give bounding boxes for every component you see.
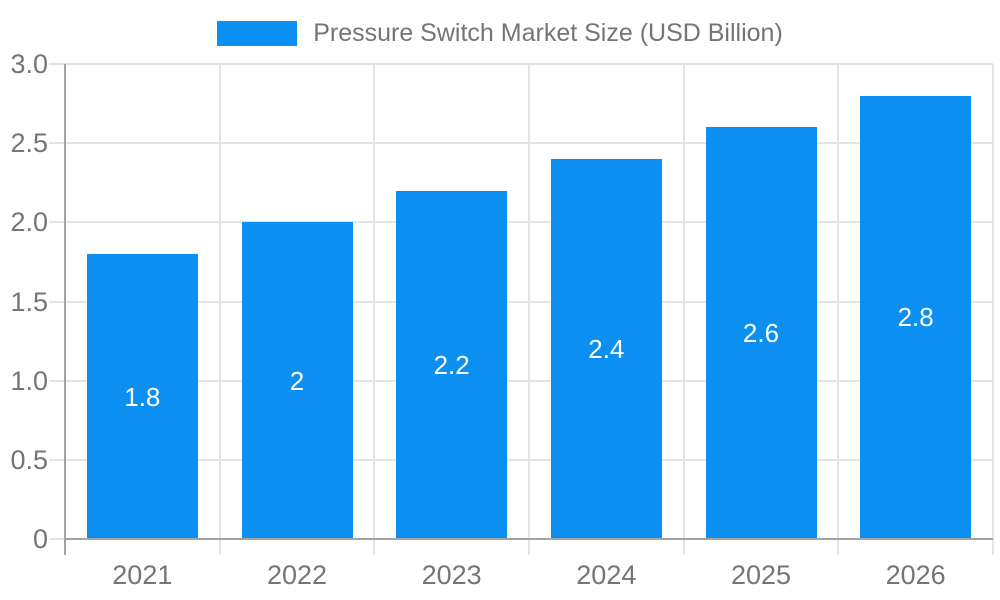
x-gridline xyxy=(528,64,530,555)
y-axis-tick-label: 3.0 xyxy=(10,49,48,79)
bar-value-label: 2 xyxy=(289,365,305,396)
bar-2026[interactable]: 2.8 xyxy=(860,95,972,539)
bar-2021[interactable]: 1.8 xyxy=(86,254,198,539)
y-axis-tick-label: 2.5 xyxy=(10,128,48,159)
y-axis-tick-label: 2.0 xyxy=(10,207,48,238)
plot-area: 1.8 2 2.2 2.4 2.6 2.8 xyxy=(49,63,994,555)
x-axis-label-2025: 2025 xyxy=(730,560,792,590)
y-gridline xyxy=(49,221,993,224)
x-axis-label-2022: 2022 xyxy=(266,560,328,590)
y-gridline xyxy=(49,300,993,303)
plot-right-border xyxy=(992,64,994,555)
legend: Pressure Switch Market Size (USD Billion… xyxy=(0,16,1000,50)
x-gridline xyxy=(682,64,685,555)
bar-2025[interactable]: 2.6 xyxy=(705,127,817,539)
y-axis-tick-label: 0 xyxy=(32,524,48,554)
x-axis-label-2021: 2021 xyxy=(112,560,173,590)
x-axis-label-2026: 2026 xyxy=(885,560,946,590)
bar-2022[interactable]: 2 xyxy=(241,222,353,539)
bar-value-label: 2.8 xyxy=(897,302,934,333)
x-gridline xyxy=(218,64,221,555)
bar-value-label: 2.6 xyxy=(742,318,780,349)
x-gridline xyxy=(837,64,840,555)
bar-value-label: 2.4 xyxy=(588,334,625,364)
x-axis-label-2023: 2023 xyxy=(421,560,482,590)
bar-2024[interactable]: 2.4 xyxy=(550,159,662,539)
bar-value-label: 1.8 xyxy=(124,381,161,412)
y-gridline xyxy=(49,458,993,461)
y-gridline xyxy=(49,142,993,145)
legend-label: Pressure Switch Market Size (USD Billion… xyxy=(313,18,783,47)
bar-2023[interactable]: 2.2 xyxy=(396,190,508,539)
y-gridline xyxy=(49,379,993,382)
x-gridline xyxy=(373,64,376,555)
x-axis-label-2024: 2024 xyxy=(576,560,637,590)
y-axis-tick-label: 0.5 xyxy=(10,444,48,475)
y-gridline xyxy=(49,63,993,65)
bar-value-label: 2.2 xyxy=(433,349,470,380)
y-axis-line xyxy=(64,64,66,555)
legend-swatch xyxy=(217,20,298,46)
x-axis-baseline xyxy=(65,538,993,540)
y-axis-tick-label: 1.5 xyxy=(10,286,48,317)
y-axis-tick-label: 1.0 xyxy=(10,365,48,396)
